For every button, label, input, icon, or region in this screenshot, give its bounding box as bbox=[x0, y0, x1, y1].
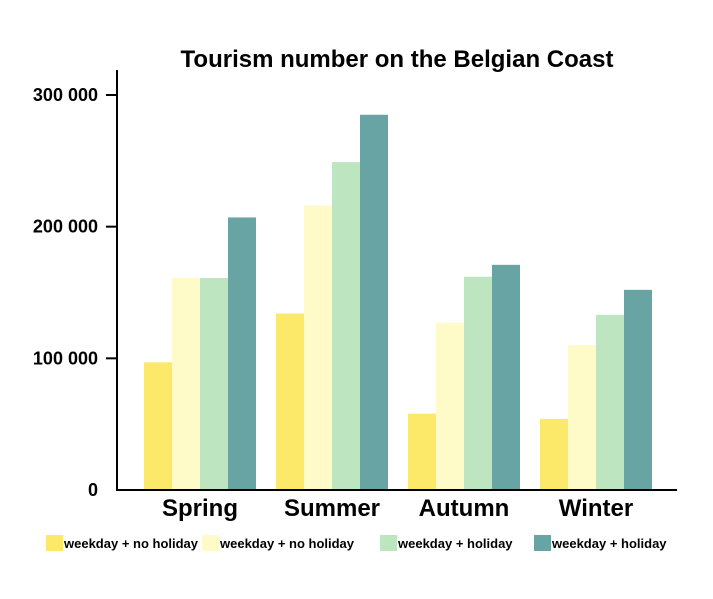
bar-winter-series-3 bbox=[596, 314, 624, 490]
legend-swatch bbox=[380, 535, 397, 551]
x-category-label: Spring bbox=[162, 495, 238, 522]
legend-swatch bbox=[202, 535, 219, 551]
bar-autumn-series-1 bbox=[408, 413, 436, 490]
legend-label: weekday + no holiday bbox=[63, 536, 199, 551]
y-tick-label: 0 bbox=[88, 480, 98, 500]
chart-title: Tourism number on the Belgian Coast bbox=[181, 46, 614, 73]
bar-spring-series-2 bbox=[172, 278, 200, 490]
bar-winter-series-1 bbox=[540, 418, 568, 490]
legend: weekday + no holiday weekday + no holiday… bbox=[46, 535, 667, 551]
bars bbox=[144, 114, 652, 490]
bar-summer-series-4 bbox=[360, 114, 388, 490]
bar-spring-series-3 bbox=[200, 278, 228, 490]
bar-autumn-series-4 bbox=[492, 264, 520, 490]
bar-summer-series-2 bbox=[304, 205, 332, 490]
y-tick-label: 200 000 bbox=[33, 217, 98, 237]
y-tick-label: 300 000 bbox=[33, 85, 98, 105]
legend-swatch bbox=[46, 535, 63, 551]
x-category-label: Winter bbox=[559, 495, 633, 522]
y-tick-label: 100 000 bbox=[33, 348, 98, 368]
bar-summer-series-3 bbox=[332, 162, 360, 490]
legend-swatch bbox=[534, 535, 551, 551]
x-category-label: Summer bbox=[284, 495, 380, 522]
y-axis-ticks: 0 100 000 200 000 300 000 bbox=[33, 85, 117, 500]
bar-spring-series-4 bbox=[228, 217, 256, 490]
bar-autumn-series-2 bbox=[436, 322, 464, 490]
x-axis-categories: Spring Summer Autumn Winter bbox=[162, 495, 633, 522]
x-category-label: Autumn bbox=[419, 495, 510, 522]
bar-winter-series-4 bbox=[624, 289, 652, 490]
bar-autumn-series-3 bbox=[464, 276, 492, 490]
legend-label: weekday + holiday bbox=[551, 536, 667, 551]
bar-spring-series-1 bbox=[144, 362, 172, 490]
legend-label: weekday + no holiday bbox=[219, 536, 355, 551]
bar-winter-series-2 bbox=[568, 345, 596, 490]
bar-summer-series-1 bbox=[276, 313, 304, 490]
legend-label: weekday + holiday bbox=[397, 536, 513, 551]
